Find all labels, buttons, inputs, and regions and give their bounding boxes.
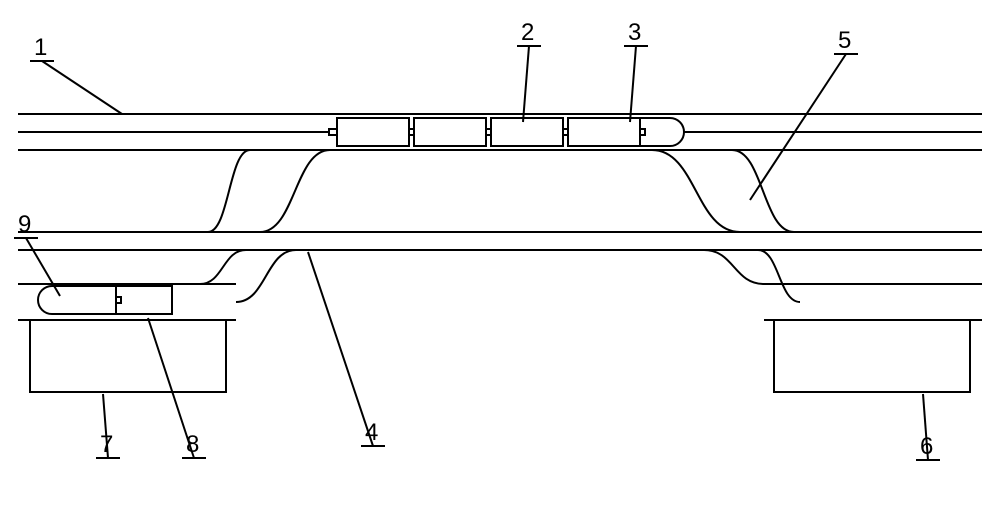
train-side-car xyxy=(116,286,172,314)
label-1: 1 xyxy=(34,34,47,61)
train-main-car-4 xyxy=(568,118,640,146)
label-3: 3 xyxy=(628,19,641,46)
lead-line-2 xyxy=(523,46,529,122)
curve-left-inner-2 xyxy=(236,250,296,302)
curve-right-outer-2 xyxy=(732,150,794,232)
label-5: 5 xyxy=(838,27,851,54)
train-main-coupler-nose xyxy=(640,129,645,135)
curve-left-outer-1 xyxy=(208,150,250,232)
lead-line-3 xyxy=(630,46,636,122)
train-side-coupler xyxy=(116,297,121,303)
lead-line-5 xyxy=(750,54,846,200)
label-9: 9 xyxy=(18,211,31,238)
lead-line-9 xyxy=(26,238,60,296)
platform-right xyxy=(774,320,970,392)
train-main-car-2 xyxy=(414,118,486,146)
curve-right-inner-2 xyxy=(758,250,800,302)
curve-left-inner-1 xyxy=(200,250,246,284)
label-6: 6 xyxy=(920,433,933,460)
platform-left xyxy=(30,320,226,392)
curve-right-outer-1 xyxy=(652,150,740,232)
label-4: 4 xyxy=(365,419,378,446)
curve-right-inner-1 xyxy=(704,250,764,284)
track-schematic: 1 2 3 5 9 4 7 8 6 xyxy=(0,0,1000,525)
curve-left-outer-2 xyxy=(260,150,330,232)
label-2: 2 xyxy=(521,19,534,46)
lead-line-1 xyxy=(42,61,122,114)
label-8: 8 xyxy=(186,431,199,458)
train-main-car-1 xyxy=(337,118,409,146)
train-main-nose xyxy=(640,118,684,146)
train-side-nose xyxy=(38,286,116,314)
lead-line-4 xyxy=(308,252,373,446)
train-main-rear-coupler xyxy=(329,129,337,135)
label-7: 7 xyxy=(100,431,113,458)
train-main-car-3 xyxy=(491,118,563,146)
